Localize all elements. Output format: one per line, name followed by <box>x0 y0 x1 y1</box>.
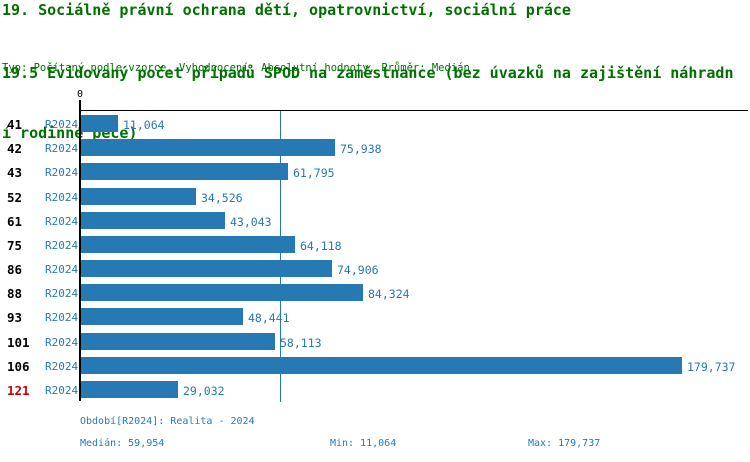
row-series-label: R2024 <box>45 311 79 324</box>
row-value-label: 64,118 <box>300 239 342 253</box>
bar <box>81 284 363 301</box>
row-value-label: 43,043 <box>230 215 272 229</box>
x-axis-origin-label: 0 <box>76 89 84 100</box>
median-reference-line <box>280 111 281 402</box>
row-series-label: R2024 <box>45 239 79 252</box>
row-value-label: 34,526 <box>201 191 243 205</box>
report-title-line1: 19. Sociálně právní ochrana dětí, opatro… <box>2 1 571 19</box>
row-value-label: 29,032 <box>183 384 225 398</box>
row-category-label: 52 <box>7 190 23 205</box>
bar <box>81 139 335 156</box>
row-series-label: R2024 <box>45 166 79 179</box>
report-title-line2: 19.5 Evidovaný počet případů SPOD na zam… <box>2 23 734 183</box>
row-value-label: 84,324 <box>368 287 410 301</box>
row-series-label: R2024 <box>45 215 79 228</box>
row-category-label: 75 <box>7 238 23 253</box>
row-value-label: 75,938 <box>340 142 382 156</box>
footer-period-label: Období[R2024]: Realita - 2024 <box>80 416 255 427</box>
report-subtitle-part1: 19.5 Evidovaný počet případů SPOD na zam… <box>2 64 734 82</box>
bar <box>81 333 275 350</box>
bar <box>81 260 332 277</box>
y-axis-line <box>79 100 81 401</box>
bar <box>81 236 295 253</box>
row-value-label: 48,441 <box>248 311 290 325</box>
bar <box>81 381 178 398</box>
row-category-label: 43 <box>7 165 23 180</box>
report-subtitle-part2: í rodinné péče) <box>2 124 138 142</box>
row-series-label: R2024 <box>45 287 79 300</box>
bar <box>81 115 118 132</box>
row-category-label: 106 <box>7 359 30 374</box>
bar <box>81 357 682 374</box>
bar <box>81 212 225 229</box>
row-series-label: R2024 <box>45 142 79 155</box>
row-category-label: 101 <box>7 335 30 350</box>
row-series-label: R2024 <box>45 118 79 131</box>
report-meta-line: Typ: Počítaný podle vzorce, Vyhodnocení:… <box>2 62 470 74</box>
row-category-label: 121 <box>7 383 30 398</box>
row-series-label: R2024 <box>45 336 79 349</box>
row-series-label: R2024 <box>45 191 79 204</box>
row-series-label: R2024 <box>45 384 79 397</box>
bar <box>81 163 288 180</box>
footer-max-label: Max: 179,737 <box>528 438 601 449</box>
row-category-label: 93 <box>7 310 23 325</box>
footer-min-label: Min: 11,064 <box>330 438 397 449</box>
row-category-label: 88 <box>7 286 23 301</box>
bar <box>81 308 243 325</box>
row-category-label: 42 <box>7 141 23 156</box>
row-category-label: 86 <box>7 262 23 277</box>
row-value-label: 61,795 <box>293 166 335 180</box>
row-category-label: 61 <box>7 214 23 229</box>
bar <box>81 188 196 205</box>
row-value-label: 74,906 <box>337 263 379 277</box>
row-category-label: 41 <box>7 117 23 132</box>
row-value-label: 58,113 <box>280 336 322 350</box>
row-value-label: 11,064 <box>123 118 165 132</box>
row-series-label: R2024 <box>45 360 79 373</box>
row-series-label: R2024 <box>45 263 79 276</box>
row-value-label: 179,737 <box>687 360 736 374</box>
x-axis-line <box>79 110 748 111</box>
footer-median-label: Medián: 59,954 <box>80 438 165 449</box>
